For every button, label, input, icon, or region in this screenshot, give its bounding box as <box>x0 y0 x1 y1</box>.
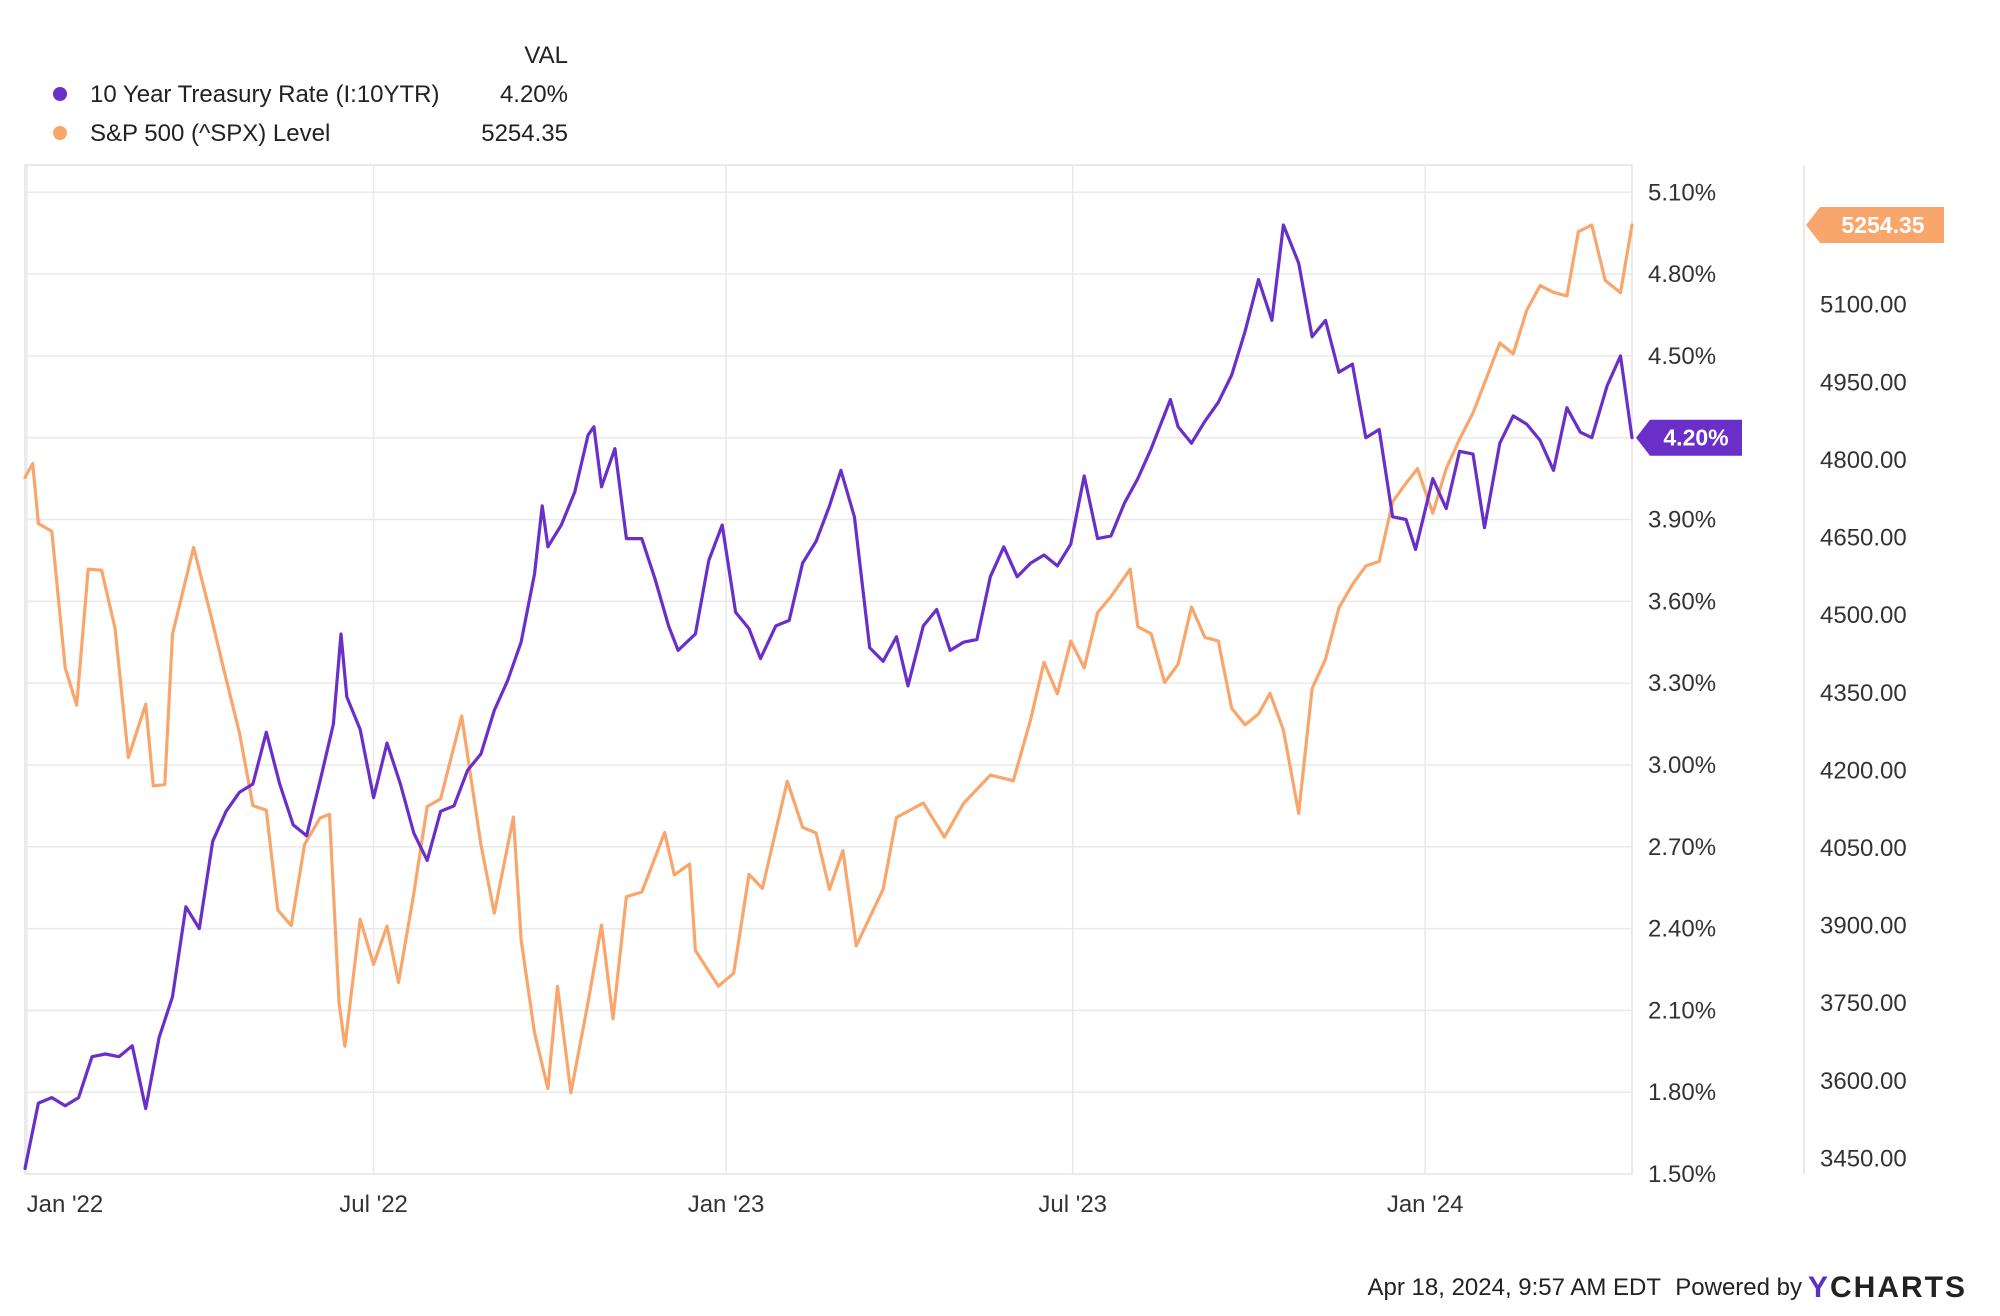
plot-frame <box>24 164 1633 1175</box>
x-tick-label: Jan '24 <box>1387 1191 1464 1218</box>
right-tick-label: 4950.00 <box>1820 369 1907 396</box>
badge-spx: 5254.35 <box>1806 207 1944 244</box>
right-axis-ticks: 3450.00 3600.00 3750.00 3900.00 4050.00 4200.… <box>1820 292 1907 1173</box>
right-tick-label: 4050.00 <box>1820 835 1907 862</box>
left-tick-label: 2.40% <box>1648 916 1716 943</box>
left-tick-label: 4.80% <box>1648 261 1716 288</box>
brand-y: Y <box>1808 1271 1830 1304</box>
footer-powered-by: Powered by <box>1675 1274 1802 1301</box>
right-tick-label: 3900.00 <box>1820 913 1907 940</box>
x-axis-ticks: Jan '22 Jul '22 Jan '23 Jul '23 Jan '24 <box>27 1191 1464 1218</box>
left-tick-label: 2.70% <box>1648 834 1716 861</box>
right-tick-label: 4500.00 <box>1820 602 1907 629</box>
series-layer <box>23 223 1634 1171</box>
svg-text:YCHARTS: YCHARTS <box>1808 1271 1967 1304</box>
badge-spx-text: 5254.35 <box>1841 212 1924 238</box>
right-tick-label: 4350.00 <box>1820 680 1907 707</box>
left-axis-ticks: 1.50% 1.80% 2.10% 2.40% 2.70% 3.00% 3.30% 3.60%… <box>1648 179 1716 1188</box>
legend-value-spx: 5254.35 <box>481 120 568 147</box>
left-tick-label: 3.00% <box>1648 752 1716 779</box>
badge-treasury: 4.20% <box>1636 419 1742 456</box>
ycharts-logo[interactable]: YCHARTS <box>1808 1271 1967 1304</box>
footer: Apr 18, 2024, 9:57 AM EDT Powered by YCH… <box>1368 1271 1967 1304</box>
legend-item-treasury[interactable]: 10 Year Treasury Rate (I:10YTR) 4.20% <box>53 81 568 108</box>
x-tick-label: Jul '22 <box>339 1191 408 1218</box>
right-tick-label: 3600.00 <box>1820 1068 1907 1095</box>
right-tick-label: 5100.00 <box>1820 292 1907 319</box>
badge-spx-bg <box>1806 207 1944 244</box>
legend-label-treasury: 10 Year Treasury Rate (I:10YTR) <box>90 81 440 108</box>
last-value-badges: 4.20% 5254.35 <box>1636 207 1944 456</box>
right-tick-label: 4650.00 <box>1820 525 1907 552</box>
right-tick-label: 3450.00 <box>1820 1145 1907 1172</box>
legend-header: VAL <box>524 42 568 69</box>
left-tick-label: 3.90% <box>1648 507 1716 534</box>
badge-treasury-text: 4.20% <box>1663 425 1728 451</box>
brand-rest: CHARTS <box>1830 1271 1967 1304</box>
legend-item-spx[interactable]: S&P 500 (^SPX) Level 5254.35 <box>53 120 568 147</box>
right-tick-label: 4800.00 <box>1820 447 1907 474</box>
legend-marker-treasury <box>53 87 67 101</box>
badge-treasury-bg <box>1636 419 1742 456</box>
left-tick-label: 1.50% <box>1648 1161 1716 1188</box>
series-line-spx <box>23 223 1634 1095</box>
legend-value-treasury: 4.20% <box>500 81 568 108</box>
legend-label-spx: S&P 500 (^SPX) Level <box>90 120 330 147</box>
grid-lines <box>25 165 1632 1175</box>
footer-timestamp: Apr 18, 2024, 9:57 AM EDT <box>1368 1274 1662 1301</box>
left-tick-label: 4.50% <box>1648 343 1716 370</box>
legend: VAL 10 Year Treasury Rate (I:10YTR) 4.20… <box>53 42 568 147</box>
left-tick-label: 3.30% <box>1648 670 1716 697</box>
x-tick-label: Jan '22 <box>27 1191 104 1218</box>
legend-marker-spx <box>53 126 67 140</box>
left-tick-label: 5.10% <box>1648 179 1716 206</box>
left-tick-label: 3.60% <box>1648 588 1716 615</box>
left-tick-label: 2.10% <box>1648 997 1716 1024</box>
right-tick-label: 3750.00 <box>1820 990 1907 1017</box>
right-tick-label: 4200.00 <box>1820 757 1907 784</box>
left-tick-label: 1.80% <box>1648 1079 1716 1106</box>
svg-text:Apr 18, 2024, 9:57 AM EDT: Apr 18, 2024, 9:57 AM EDT Powered by <box>1368 1274 1802 1301</box>
series-line-treasury <box>23 223 1634 1171</box>
x-tick-label: Jul '23 <box>1038 1191 1107 1218</box>
x-tick-label: Jan '23 <box>688 1191 765 1218</box>
